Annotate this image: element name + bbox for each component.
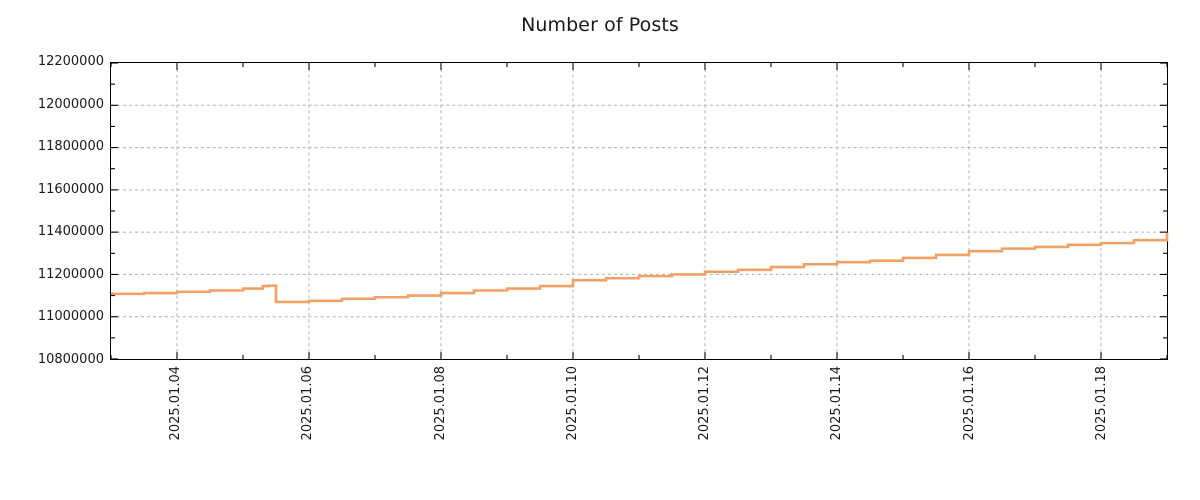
y-axis-tick-labels: 12200000 12000000 11800000 11600000 11400000… [0, 55, 104, 366]
y-axis-tick-label: 11000000 [37, 309, 104, 325]
x-axis-tick-label: 2025.01.08 [432, 366, 448, 441]
data-series-layer [111, 232, 1169, 304]
y-axis-tick-label: 12200000 [37, 54, 104, 69]
x-axis-tick-label: 2025.01.18 [1093, 366, 1109, 441]
y-axis-tick-label: 12000000 [37, 96, 104, 112]
series-line-number-of-posts [111, 232, 1169, 304]
x-axis-tick-labels: 2025.01.04 2025.01.06 2025.01.08 2025.01.10… [110, 366, 1168, 496]
x-axis-tick-label: 2025.01.14 [829, 366, 845, 441]
plot-area [110, 62, 1169, 360]
x-axis-tick-label: 2025.01.10 [564, 366, 580, 441]
chart-title: Number of Posts [521, 14, 679, 36]
y-axis-tick-label: 11600000 [37, 181, 104, 197]
y-axis-tick-label: 11800000 [37, 139, 104, 155]
x-axis-tick-label: 2025.01.12 [697, 366, 713, 441]
grid-and-ticks [110, 62, 1168, 360]
y-axis-tick-label: 10800000 [37, 352, 104, 367]
x-axis-tick-label: 2025.01.06 [300, 366, 316, 441]
y-axis-tick-label: 11200000 [37, 266, 104, 282]
x-axis-tick-label: 2025.01.04 [168, 366, 184, 441]
x-axis-tick-label: 2025.01.16 [961, 366, 977, 441]
y-axis-tick-label: 11400000 [37, 224, 104, 240]
